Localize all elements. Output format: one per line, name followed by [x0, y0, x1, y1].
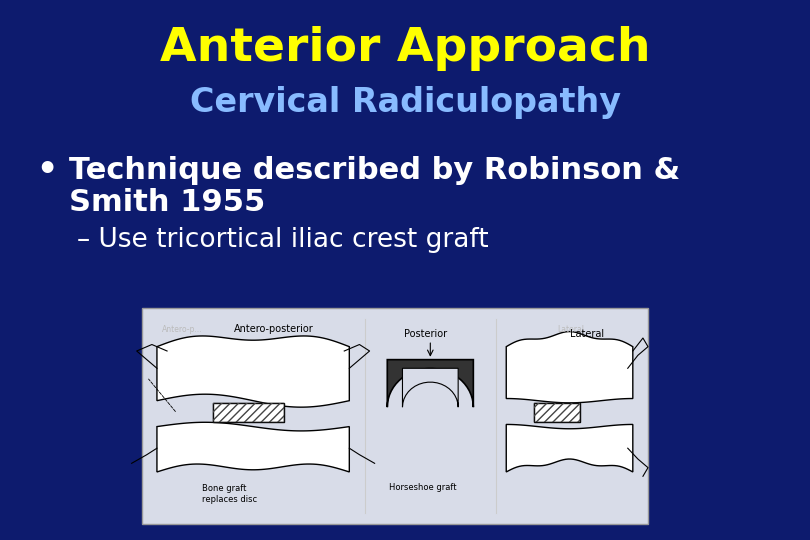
Text: Smith 1955: Smith 1955: [69, 188, 265, 217]
Text: Horseshoe graft: Horseshoe graft: [389, 483, 457, 491]
Text: Technique described by Robinson &: Technique described by Robinson &: [69, 156, 680, 185]
FancyBboxPatch shape: [534, 403, 580, 422]
Polygon shape: [157, 336, 349, 407]
Polygon shape: [506, 332, 633, 403]
Text: Bone graft
replaces disc: Bone graft replaces disc: [202, 483, 258, 504]
Text: Posterior: Posterior: [403, 329, 447, 339]
Text: – Use tricortical iliac crest graft: – Use tricortical iliac crest graft: [77, 227, 488, 253]
Text: •: •: [36, 153, 58, 187]
FancyBboxPatch shape: [142, 308, 648, 524]
Polygon shape: [157, 422, 349, 472]
Text: Anterior Approach: Anterior Approach: [160, 26, 650, 71]
Text: Lateral: Lateral: [570, 329, 604, 339]
Text: Antero-p...: Antero-p...: [162, 325, 202, 334]
Polygon shape: [403, 368, 458, 407]
Text: Cervical Radiculopathy: Cervical Radiculopathy: [190, 86, 620, 119]
Polygon shape: [387, 360, 473, 407]
Text: Lateral: Lateral: [557, 325, 584, 334]
Polygon shape: [506, 424, 633, 472]
FancyBboxPatch shape: [212, 403, 284, 422]
Text: Antero-posterior: Antero-posterior: [233, 325, 313, 334]
